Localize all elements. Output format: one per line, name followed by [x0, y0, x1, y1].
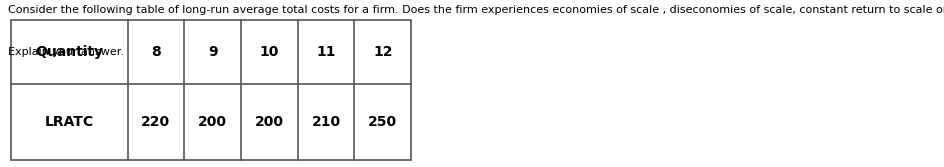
Text: Explain your answer.: Explain your answer.	[8, 47, 124, 57]
Text: 210: 210	[312, 115, 340, 129]
Text: 10: 10	[260, 45, 278, 59]
Text: Consider the following table of long-run average total costs for a firm. Does th: Consider the following table of long-run…	[8, 5, 944, 15]
Text: 200: 200	[255, 115, 283, 129]
Text: LRATC: LRATC	[45, 115, 93, 129]
Text: 200: 200	[198, 115, 227, 129]
Text: 11: 11	[316, 45, 335, 59]
Bar	[11, 20, 411, 160]
Text: 9: 9	[208, 45, 217, 59]
Text: 12: 12	[373, 45, 392, 59]
Text: Quantity: Quantity	[36, 45, 103, 59]
Text: 220: 220	[142, 115, 170, 129]
Text: 8: 8	[151, 45, 160, 59]
Text: 250: 250	[368, 115, 396, 129]
